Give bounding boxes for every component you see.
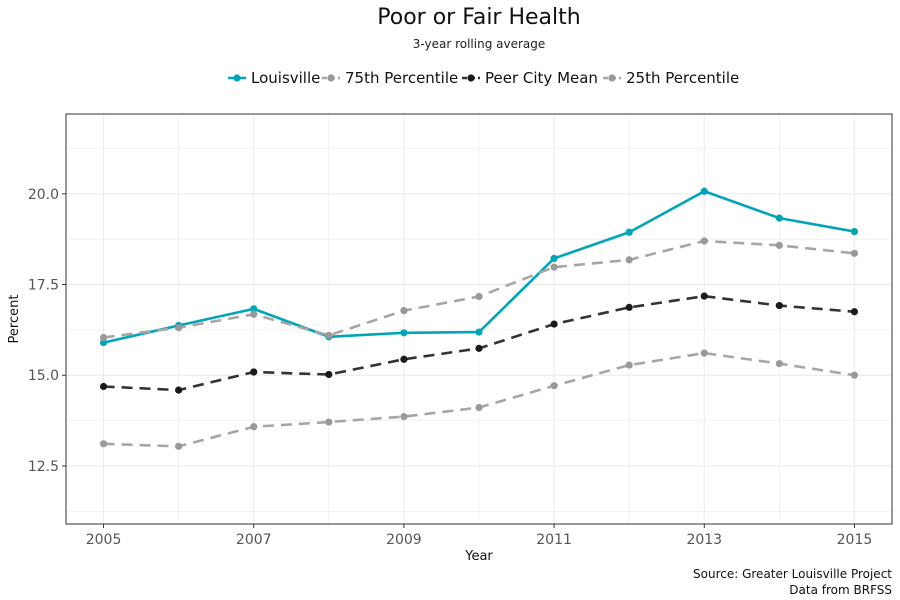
data-point xyxy=(175,442,183,450)
data-point xyxy=(700,237,708,245)
x-tick-label: 2013 xyxy=(686,532,722,548)
data-point xyxy=(700,187,708,195)
data-point xyxy=(175,386,183,394)
data-point xyxy=(400,413,408,421)
data-point xyxy=(400,307,408,315)
legend-label: Peer City Mean xyxy=(485,69,598,87)
legend: Louisville 75th Percentile Peer City Mean 2… xyxy=(228,69,739,87)
x-tick-label: 2011 xyxy=(536,532,572,548)
data-point xyxy=(250,305,258,313)
data-point xyxy=(850,371,859,379)
data-point xyxy=(475,403,483,412)
legend-item-louisville: Louisville xyxy=(228,69,320,87)
chart-title: Poor or Fair Health xyxy=(377,5,580,30)
data-point xyxy=(400,355,408,363)
x-tick-label: 2015 xyxy=(837,532,873,548)
data-point xyxy=(550,382,558,390)
legend-key-point xyxy=(327,74,335,82)
y-axis: 12.5 15.0 17.5 20.0 xyxy=(28,187,66,475)
legend-item-peer-city-mean: Peer City Mean xyxy=(462,69,598,87)
data-point xyxy=(625,303,633,311)
data-point xyxy=(625,228,633,236)
data-point xyxy=(700,349,708,357)
legend-label: 25th Percentile xyxy=(626,69,739,87)
plot-panel xyxy=(65,113,893,525)
series-peer-city-mean xyxy=(99,292,859,394)
caption-data: Data from BRFSS xyxy=(789,583,892,597)
legend-key-point xyxy=(608,74,616,82)
data-point xyxy=(475,344,483,352)
x-tick-label: 2009 xyxy=(386,532,422,548)
data-point xyxy=(175,324,183,332)
data-point xyxy=(250,310,258,318)
y-tick-label: 12.5 xyxy=(28,459,59,475)
y-tick-label: 17.5 xyxy=(28,278,59,294)
data-point xyxy=(625,361,633,369)
data-point xyxy=(775,241,783,249)
legend-key-point xyxy=(467,74,475,82)
y-axis-title: Percent xyxy=(7,295,22,344)
x-axis: 2005 2007 2009 2011 2013 2015 xyxy=(86,524,873,548)
data-point xyxy=(775,301,783,310)
data-point xyxy=(850,308,859,316)
grid xyxy=(66,114,892,524)
legend-item-75th-percentile: 75th Percentile xyxy=(322,69,458,87)
chart-subtitle: 3-year rolling average xyxy=(413,37,546,51)
x-tick-label: 2005 xyxy=(86,532,122,548)
data-point xyxy=(550,254,558,263)
data-point xyxy=(700,292,708,300)
data-point xyxy=(325,331,333,339)
data-point xyxy=(400,329,408,337)
data-point xyxy=(325,418,333,426)
legend-label: 75th Percentile xyxy=(345,69,458,87)
data-point xyxy=(250,423,258,431)
data-point xyxy=(99,440,108,448)
data-point xyxy=(99,333,108,342)
caption-source: Source: Greater Louisville Project xyxy=(693,567,892,581)
data-point xyxy=(250,368,258,376)
x-axis-title: Year xyxy=(464,549,493,564)
data-point xyxy=(325,370,333,379)
data-point xyxy=(475,292,483,301)
data-point xyxy=(99,382,108,391)
series-75th-percentile xyxy=(99,237,859,342)
y-tick-label: 15.0 xyxy=(28,368,59,384)
data-point xyxy=(625,256,633,264)
series-25th-percentile xyxy=(99,349,859,450)
data-point xyxy=(850,249,859,257)
data-point xyxy=(775,214,783,222)
data-point xyxy=(550,263,558,271)
legend-label: Louisville xyxy=(251,69,320,87)
data-point xyxy=(550,320,558,328)
data-point xyxy=(775,360,783,368)
data-point xyxy=(99,338,108,347)
legend-key-point xyxy=(233,74,241,82)
x-tick-label: 2007 xyxy=(236,532,272,548)
y-tick-label: 20.0 xyxy=(28,187,59,203)
data-point xyxy=(850,227,859,236)
series-layer xyxy=(99,187,859,450)
data-point xyxy=(475,328,483,336)
legend-item-25th-percentile: 25th Percentile xyxy=(603,69,739,87)
